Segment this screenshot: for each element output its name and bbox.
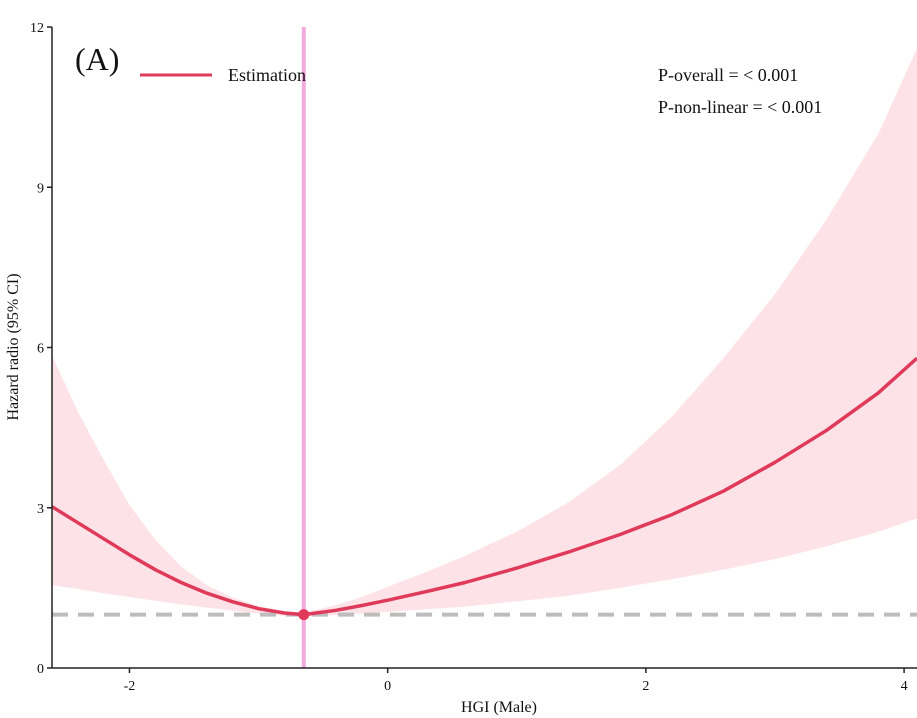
panel-label: (A)	[75, 41, 119, 77]
y-tick-label: 6	[37, 342, 44, 357]
x-tick-label: 4	[901, 679, 908, 694]
annotation-p-nonlinear: P-non-linear = < 0.001	[658, 97, 822, 117]
x-tick-label: 0	[384, 679, 391, 694]
y-tick-label: 9	[37, 181, 44, 196]
legend-label-estimation: Estimation	[228, 65, 306, 85]
reference-point	[298, 609, 310, 621]
y-tick-label: 12	[30, 21, 44, 36]
axes: 0 3 6 9 12 -2 0 2 4	[30, 21, 917, 694]
x-axis-title: HGI (Male)	[461, 699, 537, 716]
y-tick-label: 3	[37, 502, 44, 517]
x-tick-label: -2	[124, 679, 136, 694]
y-axis-title: Hazard radio (95% CI)	[5, 273, 22, 420]
estimation-line	[51, 356, 917, 617]
legend: Estimation	[140, 65, 306, 85]
plot-area	[51, 27, 917, 668]
annotation-p-overall: P-overall = < 0.001	[658, 65, 798, 85]
ci-band	[52, 48, 917, 617]
x-tick-label: 2	[642, 679, 649, 694]
y-tick-label: 0	[37, 662, 44, 677]
